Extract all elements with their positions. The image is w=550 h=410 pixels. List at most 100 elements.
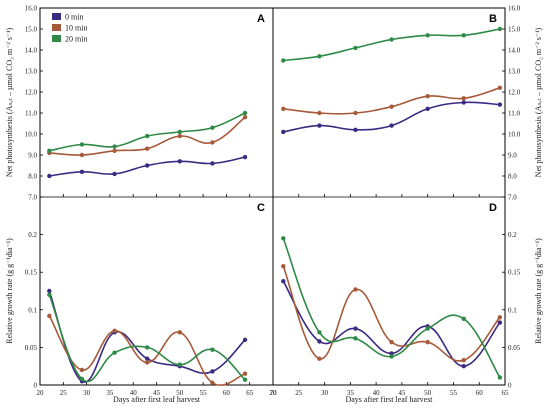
data-point-b-20-min-3: [389, 37, 394, 42]
legend-label-0-min: 0 min: [65, 13, 83, 22]
xlabel-d: Days after first leaf harvest: [345, 395, 433, 404]
data-point-c-20-min-2: [112, 350, 117, 355]
xtick-label-c-0: 20: [37, 389, 45, 397]
data-point-b-10-min-5: [461, 96, 466, 101]
data-point-c-10-min-3: [144, 360, 150, 365]
data-point-d-0-min-5: [461, 364, 466, 369]
data-point-a-20-min-4: [177, 129, 182, 135]
ytick-label-b-3: 10.0: [508, 131, 521, 139]
ytick-label-a-0: 7.0: [28, 194, 37, 202]
data-point-c-10-min-5: [210, 380, 215, 385]
ytick-label-a-1: 8.0: [28, 173, 37, 181]
xtick-label-d-8: 60: [476, 389, 484, 397]
data-point-b-10-min-4: [425, 94, 430, 99]
data-point-a-20-min-0: [47, 148, 52, 153]
xtick-label-d-7: 55: [450, 389, 458, 397]
ytick-label-a-3: 10.0: [25, 131, 38, 139]
data-point-d-0-min-2: [353, 326, 358, 331]
ytick-label-a-8: 15.0: [25, 26, 38, 34]
data-point-b-20-min-1: [317, 54, 322, 59]
ytick-label-b-6: 13.0: [508, 68, 521, 76]
data-point-c-20-min-3: [144, 345, 150, 350]
xtick-label-d-2: 30: [321, 389, 329, 397]
data-point-a-20-min-5: [210, 125, 215, 130]
xtick-label-d-6: 50: [424, 389, 432, 397]
data-point-a-0-min-5: [210, 161, 215, 166]
ytick-label-b-9: 16.0: [508, 5, 521, 13]
xtick-label-c-5: 45: [153, 389, 161, 397]
legend-swatch-10-min: [52, 24, 61, 31]
xtick-label-d-3: 35: [347, 389, 355, 397]
xtick-label-c-9: 65: [246, 389, 254, 397]
legend-swatch-20-min: [52, 35, 61, 42]
data-point-b-10-min-3: [389, 104, 394, 109]
xtick-label-c-4: 40: [130, 389, 138, 397]
ytick-label-d-0: 0: [508, 382, 512, 390]
data-point-b-0-min-0: [281, 129, 286, 135]
data-point-c-10-min-0: [47, 313, 52, 319]
data-point-a-20-min-1: [79, 142, 85, 147]
ylabel-b: Net photosynthesis (Aₙₑₜ – µmol CO₂ m⁻² …: [534, 27, 543, 177]
data-point-b-10-min-2: [353, 110, 358, 116]
xtick-label-c-3: 35: [106, 389, 114, 397]
legend-label-10-min: 10 min: [65, 24, 87, 33]
data-point-a-0-min-6: [242, 154, 248, 160]
data-point-c-20-min-0: [47, 292, 52, 297]
data-point-b-0-min-3: [389, 123, 394, 128]
data-point-b-0-min-6: [497, 102, 503, 107]
data-point-c-0-min-3: [144, 356, 150, 361]
ytick-label-b-5: 12.0: [508, 89, 521, 97]
data-point-d-10-min-1: [317, 356, 322, 361]
series-line-d-10-min: [282, 265, 501, 362]
data-point-d-10-min-0: [281, 263, 286, 269]
data-point-c-20-min-6: [242, 377, 248, 382]
data-point-a-10-min-4: [177, 133, 182, 139]
xtick-label-d-1: 25: [295, 389, 303, 397]
data-point-a-10-min-2: [112, 148, 117, 153]
ytick-label-b-7: 14.0: [508, 47, 521, 55]
data-point-b-20-min-0: [281, 58, 286, 63]
xtick-label-c-1: 25: [60, 389, 68, 397]
data-point-a-0-min-4: [177, 159, 182, 164]
data-point-c-20-min-1: [79, 376, 85, 382]
data-point-b-20-min-4: [425, 33, 430, 38]
data-point-a-0-min-1: [79, 169, 85, 174]
ylabel-c: Relative growth rate (g g⁻¹dia⁻¹): [5, 238, 14, 344]
data-point-b-0-min-5: [461, 100, 466, 105]
data-point-b-0-min-2: [353, 127, 358, 132]
legend-label-20-min: 20 min: [65, 35, 87, 44]
ytick-label-d-1: 0.05: [508, 344, 521, 352]
data-point-d-10-min-4: [425, 339, 430, 345]
data-point-c-10-min-2: [112, 328, 117, 334]
data-point-d-20-min-5: [461, 316, 466, 322]
data-point-c-20-min-5: [210, 347, 215, 352]
data-point-c-10-min-6: [242, 371, 248, 376]
data-point-d-20-min-0: [281, 236, 286, 241]
data-point-b-20-min-5: [461, 33, 466, 38]
ytick-label-c-1: 0.05: [25, 344, 38, 352]
xtick-label-d-4: 40: [373, 389, 381, 397]
xtick-label-c-7: 55: [200, 389, 208, 397]
xtick-label-d-0: 20: [270, 389, 278, 397]
ytick-label-c-2: 0.1: [28, 306, 37, 314]
ytick-label-b-1: 8.0: [508, 173, 517, 181]
panel-letter-a: A: [257, 13, 265, 25]
ytick-label-d-4: 0.2: [508, 231, 517, 239]
data-point-c-10-min-4: [177, 330, 182, 335]
ytick-label-b-0: 7.0: [508, 194, 517, 202]
ytick-label-d-3: 0.15: [508, 269, 521, 277]
data-point-c-0-min-6: [242, 337, 248, 343]
data-point-b-0-min-1: [317, 123, 322, 128]
data-point-d-20-min-1: [317, 330, 322, 335]
data-point-a-10-min-3: [144, 146, 150, 151]
data-point-a-0-min-2: [112, 171, 117, 177]
data-point-b-20-min-6: [497, 26, 503, 32]
data-point-c-0-min-0: [47, 288, 52, 294]
panel-letter-b: B: [489, 13, 497, 25]
ytick-label-a-7: 14.0: [25, 47, 38, 55]
ylabel-d: Relative growth rate (g g⁻¹dia⁻¹): [534, 238, 543, 344]
ylabel-a: Net photosynthesis (Aₙₑₜ – µmol CO₂ m⁻² …: [5, 27, 14, 177]
xtick-label-d-9: 65: [502, 389, 510, 397]
legend-swatch-0-min: [52, 13, 61, 20]
